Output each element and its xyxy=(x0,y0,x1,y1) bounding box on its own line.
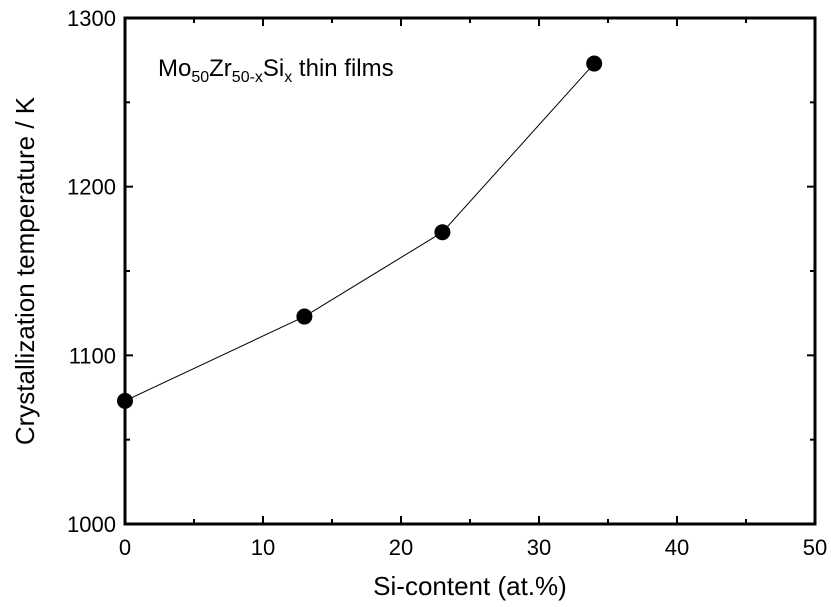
y-axis-label: Crystallization temperature / K xyxy=(10,96,40,445)
y-axis-tick-labels: 1000 1100 1200 1300 xyxy=(67,6,116,537)
x-tick-label: 40 xyxy=(665,535,689,560)
data-series xyxy=(117,55,603,409)
x-tick-label: 20 xyxy=(389,535,413,560)
x-tick-label: 0 xyxy=(119,535,131,560)
plot-frame xyxy=(123,16,817,526)
annotation-text: Zr xyxy=(209,55,232,82)
annotation-text: Si xyxy=(263,55,284,82)
annotation-subscript: 50 xyxy=(191,69,209,86)
y-tick-label: 1200 xyxy=(67,175,116,200)
annotation-subscript: x xyxy=(284,69,292,86)
annotation-text: thin films xyxy=(292,55,393,82)
y-tick-label: 1100 xyxy=(69,343,116,368)
annotation-subscript: 50-x xyxy=(232,69,263,86)
x-axis-label: Si-content (at.%) xyxy=(373,571,567,601)
x-axis-ticks xyxy=(124,18,816,524)
x-tick-label: 50 xyxy=(803,535,827,560)
plot-annotation: Mo50Zr50-xSix thin films xyxy=(158,55,394,86)
annotation-text: Mo xyxy=(158,55,191,82)
y-tick-label: 1300 xyxy=(67,6,116,31)
x-tick-label: 30 xyxy=(527,535,551,560)
data-point xyxy=(434,224,451,241)
y-axis-ticks xyxy=(125,17,815,525)
data-point xyxy=(117,392,133,409)
series-line xyxy=(124,63,595,402)
x-tick-label: 10 xyxy=(251,535,275,560)
data-point xyxy=(296,308,313,325)
x-axis-tick-labels: 0 10 20 30 40 50 xyxy=(119,535,827,560)
data-point xyxy=(586,55,603,72)
y-tick-label: 1000 xyxy=(67,512,116,537)
